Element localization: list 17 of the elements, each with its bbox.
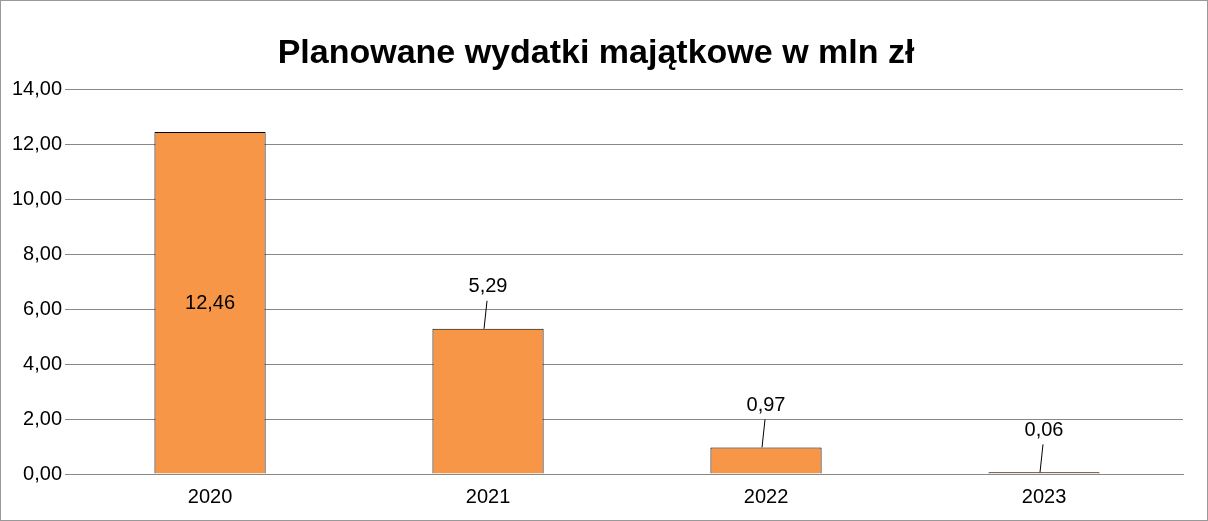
- y-tick-label: 10,00: [11, 187, 63, 210]
- y-tick-label: 12,00: [11, 132, 63, 155]
- y-tick-label: 6,00: [23, 296, 63, 319]
- data-label: 5,29: [468, 274, 508, 297]
- y-tick-label: 0,00: [23, 461, 63, 484]
- chart-title: Planowane wydatki majątkowe w mln zł: [277, 31, 915, 70]
- x-tick-label: 2022: [743, 484, 789, 507]
- x-tick-label: 2021: [465, 484, 511, 507]
- x-tick-label: 2023: [1021, 484, 1067, 507]
- data-label: 0,97: [746, 392, 786, 415]
- data-label: 12,46: [185, 290, 236, 313]
- y-tick-label: 14,00: [11, 77, 63, 100]
- y-tick-label: 4,00: [23, 351, 63, 374]
- y-tick-label: 2,00: [23, 406, 63, 429]
- data-label: 0,06: [1024, 417, 1064, 440]
- y-tick-label: 8,00: [23, 241, 63, 264]
- x-tick-label: 2020: [187, 484, 233, 507]
